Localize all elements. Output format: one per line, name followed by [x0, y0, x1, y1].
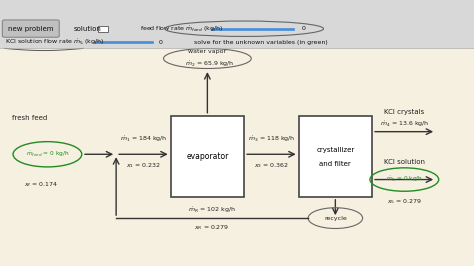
Text: evaporator: evaporator: [186, 152, 228, 161]
Text: 0: 0: [159, 40, 163, 44]
Text: solve for the unknown variables (in green): solve for the unknown variables (in gree…: [194, 40, 328, 44]
Text: $\dot{m}_1$ = 184 kg/h: $\dot{m}_1$ = 184 kg/h: [120, 134, 167, 144]
Text: $x_1$ = 0.232: $x_1$ = 0.232: [126, 161, 161, 170]
Text: $x_5$ = 0.279: $x_5$ = 0.279: [387, 197, 422, 206]
Text: new problem: new problem: [8, 26, 54, 32]
FancyBboxPatch shape: [171, 116, 244, 197]
Text: $\dot{m}_R$ = 102 kg/h: $\dot{m}_R$ = 102 kg/h: [188, 205, 236, 215]
Text: $\dot{m}_5$ = 0 kg/h: $\dot{m}_5$ = 0 kg/h: [386, 175, 423, 184]
Text: $x_f$ = 0.174: $x_f$ = 0.174: [24, 180, 58, 189]
FancyBboxPatch shape: [98, 26, 108, 32]
Text: $\dot{m}_2$ = 65.9 kg/h: $\dot{m}_2$ = 65.9 kg/h: [185, 60, 235, 69]
Text: KCl solution: KCl solution: [384, 159, 425, 165]
FancyBboxPatch shape: [2, 20, 59, 37]
FancyBboxPatch shape: [0, 0, 474, 48]
Text: water vapor: water vapor: [188, 49, 227, 54]
FancyBboxPatch shape: [94, 41, 153, 43]
Text: KCl solution flow rate $\dot{m}_5$ (kg/h): KCl solution flow rate $\dot{m}_5$ (kg/h…: [5, 37, 104, 47]
Text: 0: 0: [302, 26, 306, 31]
FancyBboxPatch shape: [211, 28, 294, 30]
Text: $x_R$ = 0.279: $x_R$ = 0.279: [194, 223, 229, 232]
Text: $\dot{m}_4$ = 13.6 kg/h: $\dot{m}_4$ = 13.6 kg/h: [380, 119, 429, 129]
Text: and filter: and filter: [319, 161, 351, 167]
Text: recycle: recycle: [324, 216, 346, 221]
Text: $\dot{m}_3$ = 118 kg/h: $\dot{m}_3$ = 118 kg/h: [248, 134, 295, 144]
FancyBboxPatch shape: [299, 116, 372, 197]
Text: $x_3$ = 0.362: $x_3$ = 0.362: [254, 161, 289, 170]
Text: KCl crystals: KCl crystals: [384, 109, 424, 115]
Text: feed flow rate $\dot{m}_{feed}$ (kg/h): feed flow rate $\dot{m}_{feed}$ (kg/h): [140, 24, 223, 34]
Text: crystallizer: crystallizer: [316, 147, 355, 153]
Text: $\dot{m}_{feed}$ = 0 kg/h: $\dot{m}_{feed}$ = 0 kg/h: [26, 149, 69, 159]
Text: fresh feed: fresh feed: [12, 115, 47, 121]
Text: solution: solution: [73, 26, 101, 32]
